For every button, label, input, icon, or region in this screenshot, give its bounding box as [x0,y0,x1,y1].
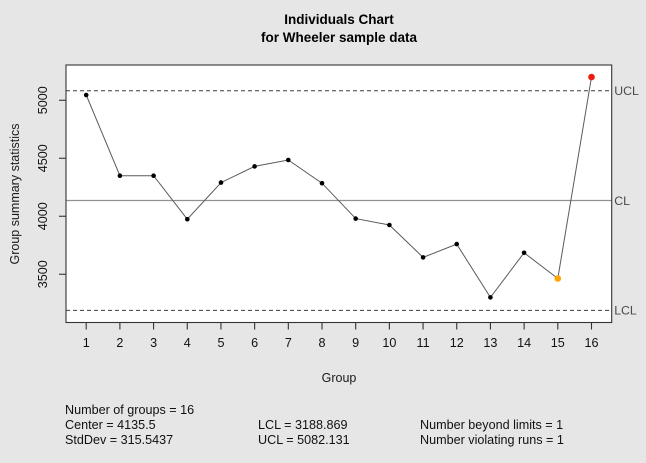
series-line [85,77,592,299]
stat-ucl: UCL = 5082.131 [258,433,350,448]
x-tick-label-11: 11 [417,336,430,350]
x-tick-label-9: 9 [352,336,359,350]
data-point-5 [218,180,224,185]
lcl-label: LCL [614,304,637,318]
data-point-13 [488,295,493,300]
data-point-8 [319,180,325,186]
data-point-15 [554,275,562,282]
data-point-14 [521,250,527,256]
x-tick-label-1: 1 [83,336,90,350]
data-point-2 [117,173,123,178]
x-tick-label-12: 12 [450,336,464,350]
data-point-10 [387,222,392,228]
x-tick-label-14: 14 [517,336,531,350]
stat-center: Center = 4135.5 [65,418,156,433]
data-point-16 [588,73,595,81]
data-point-3 [151,173,156,178]
data-point-6 [252,164,257,169]
ucl-label: UCL [614,84,639,98]
x-tick-label-8: 8 [318,336,325,350]
x-tick-label-3: 3 [150,336,157,350]
y-tick-label-4000: 4000 [36,202,50,230]
x-tick-label-13: 13 [483,336,497,350]
x-axis-title: Group [321,371,357,385]
stats-column-right: Number beyond limits = 1 Number violatin… [420,418,564,448]
x-tick-label-4: 4 [184,336,191,350]
data-point-12 [454,241,460,247]
x-tick-label-5: 5 [217,336,224,350]
chart-title-block: Individuals Chart for Wheeler sample dat… [66,11,612,47]
y-tick-label-5000: 5000 [36,86,50,114]
data-point-4 [185,216,190,222]
stat-lcl: LCL = 3188.869 [258,418,348,432]
stat-stddev: StdDev = 315.5437 [65,433,174,448]
data-point-1 [83,92,89,98]
y-tick-label-3500: 3500 [36,260,50,288]
x-tick-label-2: 2 [116,336,123,350]
y-tick-label-4500: 4500 [36,144,50,172]
data-point-9 [353,216,359,221]
plot-border [65,64,613,324]
stats-column-left: Number of groups = 16 Center = 4135.5 St… [65,403,194,448]
chart-title: Individuals Chart [284,12,394,27]
chart-subtitle: for Wheeler sample data [260,30,418,45]
x-tick-label-7: 7 [285,336,292,350]
x-tick-label-6: 6 [251,336,258,350]
x-tick-label-15: 15 [551,336,565,350]
plot-area [66,65,612,323]
x-tick-label-10: 10 [382,336,396,350]
data-point-11 [420,255,426,260]
stat-number-of-groups: Number of groups = 16 [65,403,195,417]
cl-label: CL [614,194,630,208]
x-tick-label-16: 16 [584,336,598,350]
stat-violating-runs: Number violating runs = 1 [420,433,564,448]
stat-beyond-limits: Number beyond limits = 1 [420,418,564,432]
stats-column-middle: LCL = 3188.869 UCL = 5082.131 [258,418,350,448]
y-axis-title: Group summary statistics [8,123,22,265]
data-point-7 [286,157,291,163]
